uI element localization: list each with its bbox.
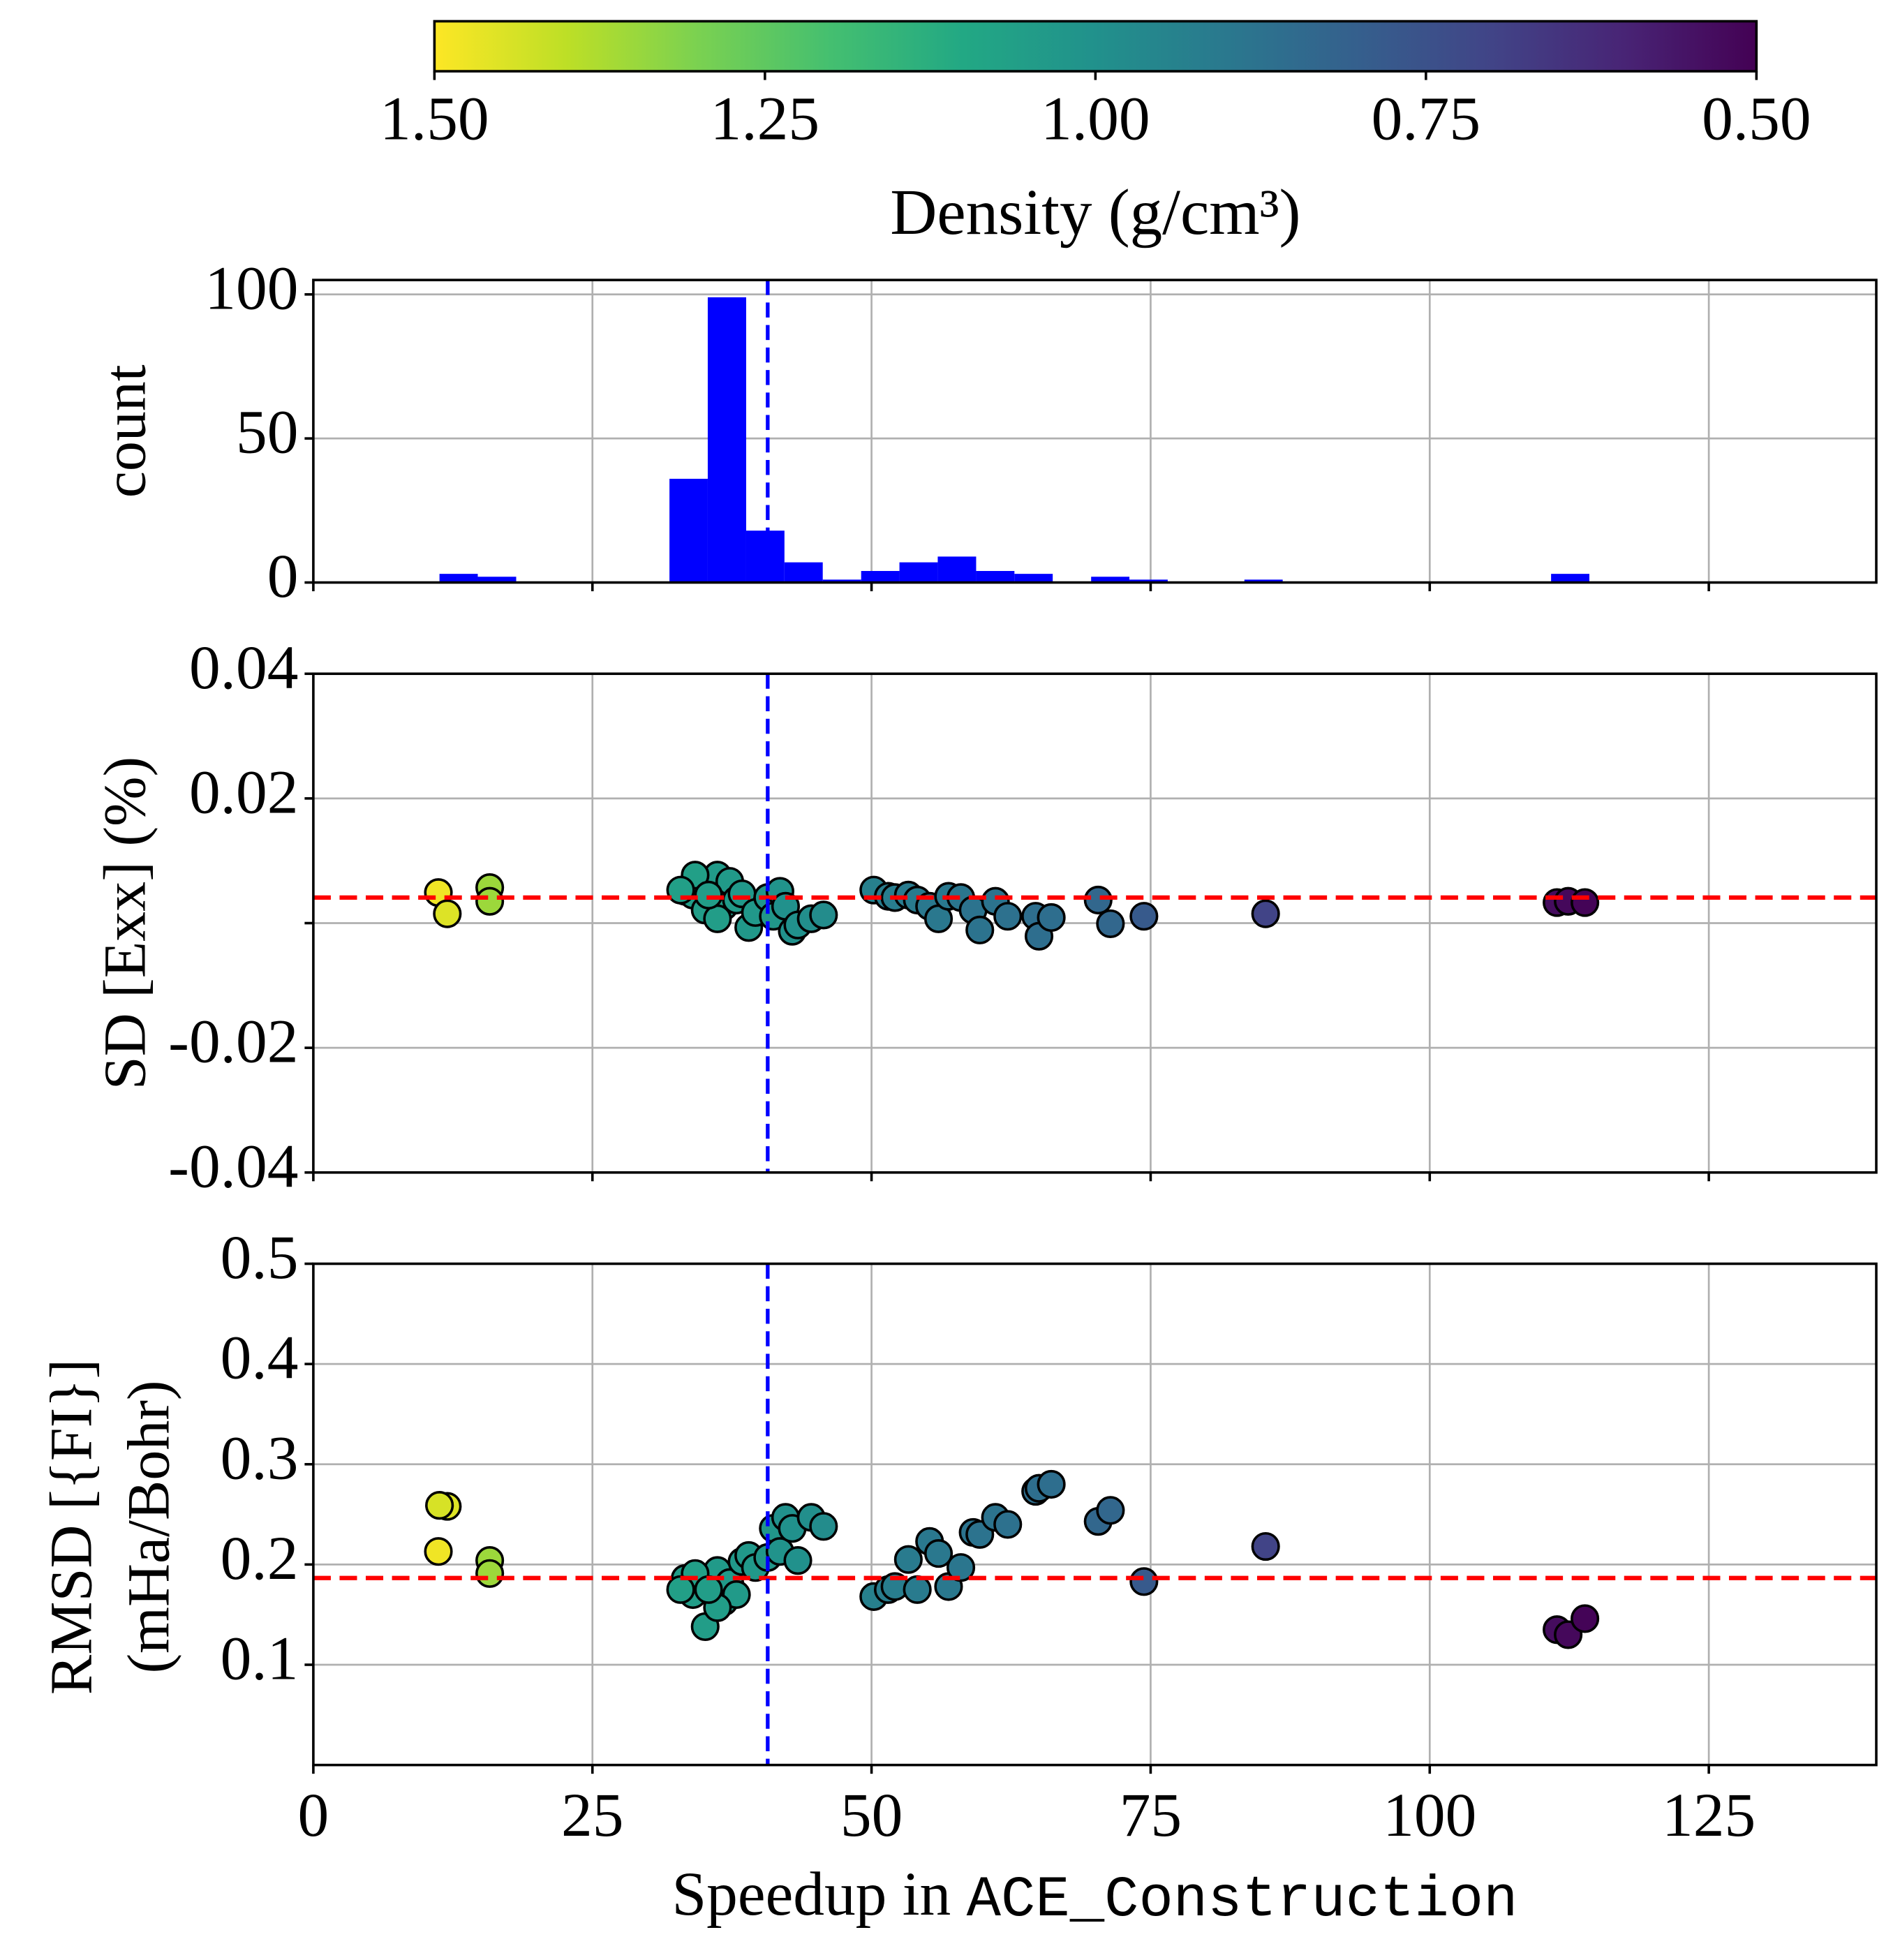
x-axis-label: Speedup in ACE_Construction [671,1859,1517,1933]
histogram-bar [1014,574,1053,583]
colorbar-tick-label: 1.00 [1041,84,1150,154]
axes-frame [312,672,1878,1174]
scatter-point [1037,1469,1066,1499]
scatter-point [946,1553,976,1582]
x-tick-label: 125 [1662,1781,1756,1850]
histogram-bar [822,579,861,583]
y-tick-label: -0.02 [168,1007,298,1076]
scatter-point [809,900,838,930]
y-axis-label: RMSD [{FI}] [38,1359,105,1695]
scatter-point [1096,909,1125,939]
y-tick-label: 0.04 [189,633,298,702]
histogram-bar [1551,574,1589,583]
x-tick-label: 100 [1383,1781,1476,1850]
scatter-point [694,1575,723,1604]
histogram-bar [937,556,977,583]
scatter-point [1571,1604,1600,1633]
colorbar-tick-label: 0.50 [1702,84,1811,154]
x-tick-label: 0 [298,1781,329,1850]
scatter-point [903,1575,932,1604]
histogram-bar [1091,577,1130,583]
scatter-point [475,1559,505,1588]
scatter-point [1037,903,1066,933]
scatter-point [993,1510,1023,1539]
scatter-point [694,880,723,910]
colorbar-tick-label: 1.25 [711,84,819,154]
colorbar [433,20,1758,73]
x-axis-label-code: ACE_Construction [967,1867,1518,1933]
y-axis-label: (mHa/Bohr) [115,1380,182,1673]
axes-frame [312,279,1878,584]
y-tick-label: 0.2 [221,1524,299,1593]
histogram-bar [1129,579,1168,583]
y-tick-label: 0.02 [189,757,298,826]
scatter-point [433,899,462,928]
x-axis-label-text: Speedup in [671,1859,951,1929]
histogram-bar [707,297,746,583]
histogram-bar [1244,579,1283,583]
y-tick-label: 50 [236,398,298,467]
x-tick-label: 50 [840,1781,903,1850]
scatter-point [424,1537,453,1566]
y-axis-label: SD [Exx] (%) [91,757,158,1090]
colorbar-tick-label: 0.75 [1372,84,1480,154]
scatter-point [1129,1567,1159,1596]
scatter-point [1251,899,1280,928]
y-tick-label: 0.5 [221,1223,299,1292]
histogram-bar [784,562,823,583]
y-axis-label: count [91,364,158,498]
scatter-point [666,1575,695,1604]
y-tick-label: 0.1 [221,1624,299,1693]
scatter-point [783,1546,812,1575]
scatter-point [1129,902,1159,931]
histogram-bar [669,478,708,583]
histogram-bar [861,571,900,583]
y-tick-label: 0.3 [221,1423,299,1492]
histogram-bar [899,562,938,583]
histogram-bar [745,530,785,583]
x-tick-label: 75 [1120,1781,1182,1850]
y-tick-label: 0.4 [221,1323,299,1393]
y-tick-label: -0.04 [168,1131,298,1201]
scatter-point [809,1512,838,1541]
axes-frame [312,1262,1878,1767]
colorbar-tick-label: 1.50 [380,84,489,154]
scatter-point [1083,885,1113,915]
colorbar-label: Density (g/cm³) [890,177,1300,248]
scatter-point [993,902,1023,931]
y-tick-label: 100 [205,253,298,322]
scatter-point [703,904,732,933]
x-tick-label: 25 [561,1781,623,1850]
scatter-point [1571,888,1600,917]
scatter-point [893,1545,923,1574]
y-tick-label: 0 [267,542,299,611]
histogram-bar [976,571,1015,583]
scatter-point [475,886,505,916]
histogram-bar [477,577,517,583]
scatter-point [923,1538,953,1568]
scatter-point [425,1491,454,1520]
scatter-point [965,915,995,944]
scatter-point [1096,1496,1125,1525]
histogram-bar [439,574,478,583]
scatter-point [1251,1531,1280,1561]
